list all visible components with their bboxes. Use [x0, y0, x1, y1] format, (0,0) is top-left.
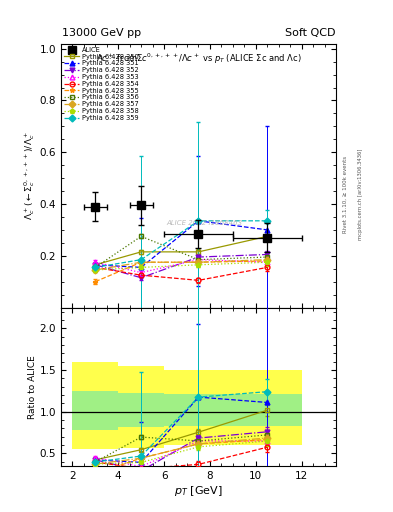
Legend: ALICE, Pythia 6.428 350, Pythia 6.428 351, Pythia 6.428 352, Pythia 6.428 353, P: ALICE, Pythia 6.428 350, Pythia 6.428 35…: [63, 46, 140, 122]
Text: Rivet 3.1.10, ≥ 100k events: Rivet 3.1.10, ≥ 100k events: [343, 156, 348, 233]
Text: mcplots.cern.ch [arXiv:1306.3436]: mcplots.cern.ch [arXiv:1306.3436]: [358, 149, 364, 240]
Text: Soft QCD: Soft QCD: [285, 28, 335, 38]
Text: 13000 GeV pp: 13000 GeV pp: [62, 28, 141, 38]
Y-axis label: Ratio to ALICE: Ratio to ALICE: [28, 355, 37, 419]
X-axis label: $p_T$ [GeV]: $p_T$ [GeV]: [174, 483, 223, 498]
Text: ALICE 2022 I1868463: ALICE 2022 I1868463: [166, 220, 242, 226]
Text: $\Lambda c^+$ from$\Sigma c^{0,+,++}/\Lambda c^+$ vs $p_T$ (ALICE $\Sigma$c and : $\Lambda c^+$ from$\Sigma c^{0,+,++}/\La…: [95, 51, 301, 66]
Y-axis label: $\Lambda_c^+(\leftarrow\Sigma_c^{0,+,++})/\Lambda_c^+$: $\Lambda_c^+(\leftarrow\Sigma_c^{0,+,++}…: [22, 131, 37, 220]
